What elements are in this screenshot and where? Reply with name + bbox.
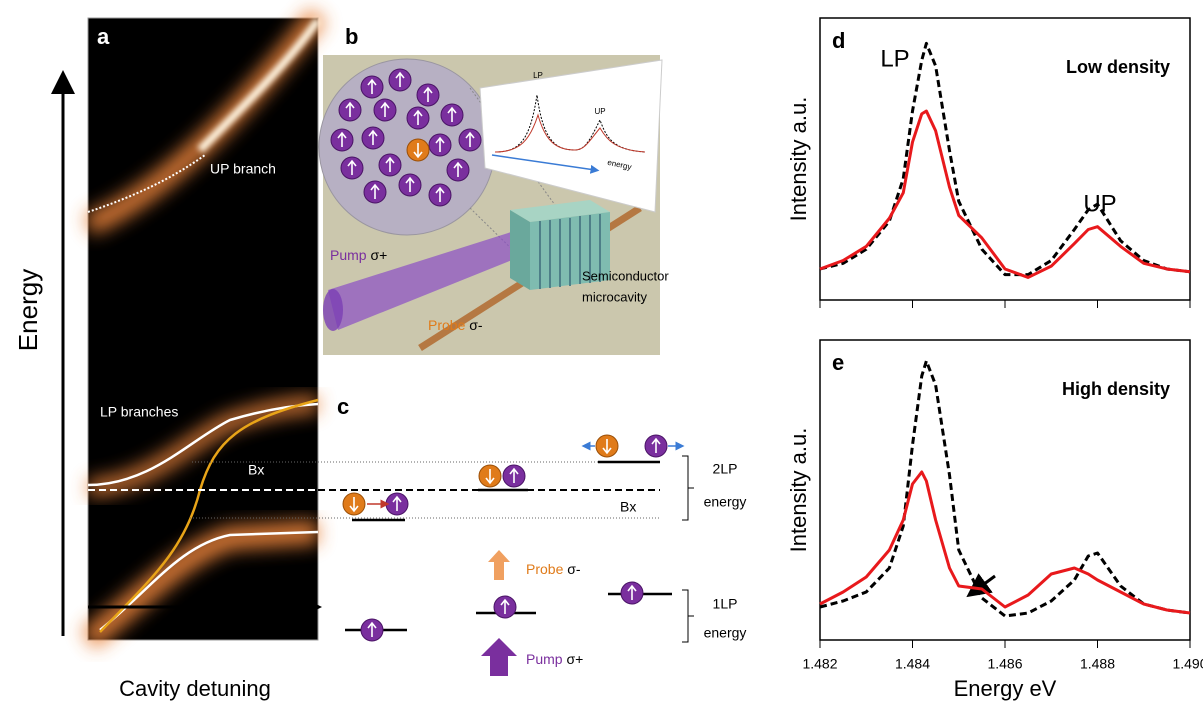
y-axis-label: Energy	[13, 269, 43, 351]
chart-title: Low density	[1066, 57, 1170, 77]
two-lp: 2LP	[713, 461, 738, 477]
panel-c: c Bx 2LP energy 1LP energy Probe σ- Pump…	[337, 394, 746, 676]
y-axis-label: Intensity a.u.	[786, 97, 811, 222]
pump-label: Pump σ+	[330, 247, 387, 263]
two-lp: energy	[704, 494, 747, 510]
panel-label: e	[832, 350, 844, 375]
bx-label: Bx	[620, 499, 636, 515]
pump-symbol: σ+	[370, 247, 387, 263]
pump-word: Pump	[330, 247, 367, 263]
one-lp: 1LP	[713, 596, 738, 612]
chart-title: High density	[1062, 379, 1170, 399]
pump-symbol: σ+	[566, 651, 583, 667]
bx-label: Bx	[248, 462, 264, 478]
x-tick-label: 1.482	[802, 656, 837, 672]
series-line	[820, 111, 1190, 277]
figure: Energy a UP branch LP branches Bx Cavity…	[0, 0, 1203, 706]
panel-label: a	[97, 24, 110, 49]
peak-annotation: LP	[880, 45, 909, 72]
x-axis-label: Energy eV	[954, 676, 1057, 701]
up-label: UP branch	[210, 161, 276, 177]
x-axis-label: Cavity detuning	[119, 676, 271, 701]
peak-annotation: UP	[1083, 190, 1116, 217]
series-line	[820, 43, 1190, 274]
one-lp: energy	[704, 625, 747, 641]
lp-label: LP branches	[100, 404, 178, 420]
panel-label: b	[345, 24, 358, 49]
pump-label: Pump σ+	[526, 651, 583, 667]
x-tick-label: 1.486	[987, 656, 1022, 672]
probe-word: Probe	[428, 317, 466, 333]
probe-symbol: σ-	[567, 561, 581, 577]
probe-symbol: σ-	[469, 317, 483, 333]
x-tick-label: 1.488	[1080, 656, 1115, 672]
pump-word: Pump	[526, 651, 563, 667]
device-label: microcavity	[582, 289, 648, 304]
probe-word: Probe	[526, 561, 564, 577]
series-line	[820, 472, 1190, 613]
x-tick-label: 1.490	[1172, 656, 1203, 672]
panel-label: c	[337, 394, 349, 419]
device-label: Semiconductor	[582, 268, 669, 283]
inset-up: UP	[594, 107, 605, 116]
y-axis-label: Intensity a.u.	[786, 428, 811, 553]
probe-label: Probe σ-	[526, 561, 581, 577]
panel-label: d	[832, 28, 845, 53]
x-tick-label: 1.484	[895, 656, 930, 672]
page: Energy a UP branch LP branches Bx Cavity…	[0, 0, 1203, 706]
inset-lp: LP	[533, 71, 543, 80]
panel-b: b LP UP energy Pump σ+ Probe σ- Semicond…	[319, 24, 669, 355]
probe-label: Probe σ-	[428, 317, 483, 333]
series-line	[820, 361, 1190, 616]
